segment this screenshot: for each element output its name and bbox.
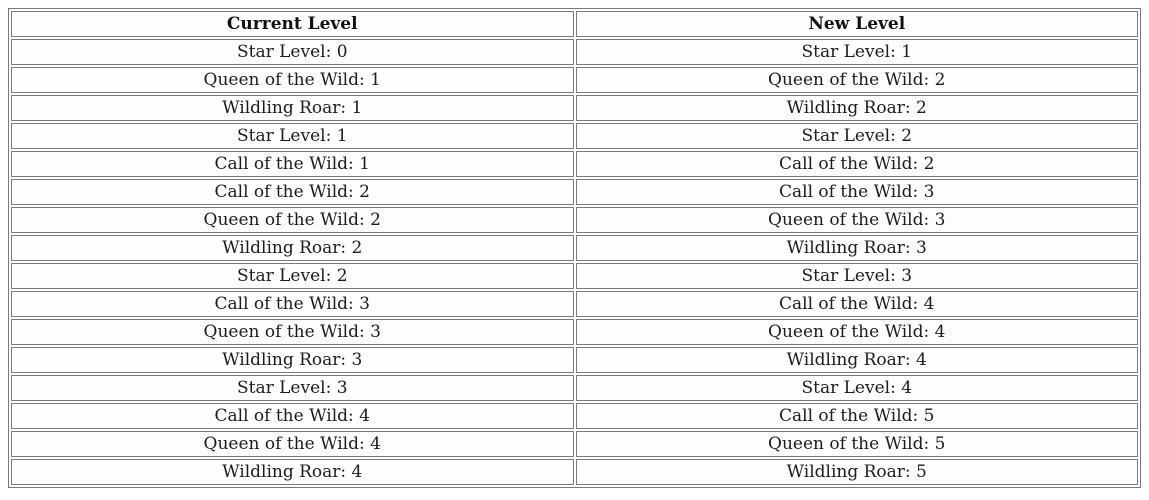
table-row: Star Level: 2 Star Level: 3 xyxy=(11,263,1138,289)
table-cell: Queen of the Wild: 2 xyxy=(575,67,1138,93)
table-cell: Wildling Roar: 4 xyxy=(575,347,1138,373)
table-row: Star Level: 3 Star Level: 4 xyxy=(11,375,1138,401)
table-row: Star Level: 0 Star Level: 1 xyxy=(11,39,1138,65)
table-cell: Star Level: 0 xyxy=(11,39,574,65)
table-cell: Queen of the Wild: 2 xyxy=(11,207,574,233)
table-row: Queen of the Wild: 3 Queen of the Wild: 4 xyxy=(11,319,1138,345)
table-body: Star Level: 0 Star Level: 1 Queen of the W… xyxy=(11,39,1138,485)
table-row: Wildling Roar: 1 Wildling Roar: 2 xyxy=(11,95,1138,121)
level-upgrade-table: Current Level New Level Star Level: 0 Sta… xyxy=(8,8,1141,488)
table-cell: Call of the Wild: 2 xyxy=(11,179,574,205)
table-cell: Wildling Roar: 5 xyxy=(575,459,1138,485)
table-cell: Queen of the Wild: 3 xyxy=(11,319,574,345)
table-row: Wildling Roar: 2 Wildling Roar: 3 xyxy=(11,235,1138,261)
table-cell: Star Level: 4 xyxy=(575,375,1138,401)
table-row: Queen of the Wild: 1 Queen of the Wild: 2 xyxy=(11,67,1138,93)
table-cell: Call of the Wild: 3 xyxy=(11,291,574,317)
table-header: Current Level New Level xyxy=(11,11,1138,37)
column-header-new-level: New Level xyxy=(575,11,1138,37)
table-cell: Queen of the Wild: 1 xyxy=(11,67,574,93)
header-row: Current Level New Level xyxy=(11,11,1138,37)
table-cell: Queen of the Wild: 4 xyxy=(11,431,574,457)
table-cell: Call of the Wild: 4 xyxy=(575,291,1138,317)
table-cell: Star Level: 3 xyxy=(11,375,574,401)
table-row: Call of the Wild: 2 Call of the Wild: 3 xyxy=(11,179,1138,205)
table-cell: Star Level: 1 xyxy=(575,39,1138,65)
table-cell: Star Level: 1 xyxy=(11,123,574,149)
table-cell: Wildling Roar: 2 xyxy=(11,235,574,261)
table-row: Call of the Wild: 4 Call of the Wild: 5 xyxy=(11,403,1138,429)
table-row: Call of the Wild: 3 Call of the Wild: 4 xyxy=(11,291,1138,317)
table-row: Wildling Roar: 3 Wildling Roar: 4 xyxy=(11,347,1138,373)
table-cell: Queen of the Wild: 4 xyxy=(575,319,1138,345)
table-row: Star Level: 1 Star Level: 2 xyxy=(11,123,1138,149)
table-cell: Call of the Wild: 4 xyxy=(11,403,574,429)
table-row: Wildling Roar: 4 Wildling Roar: 5 xyxy=(11,459,1138,485)
table-cell: Wildling Roar: 1 xyxy=(11,95,574,121)
table-cell: Call of the Wild: 1 xyxy=(11,151,574,177)
table-row: Call of the Wild: 1 Call of the Wild: 2 xyxy=(11,151,1138,177)
table-cell: Call of the Wild: 2 xyxy=(575,151,1138,177)
table-cell: Wildling Roar: 3 xyxy=(575,235,1138,261)
table-cell: Call of the Wild: 3 xyxy=(575,179,1138,205)
table-cell: Call of the Wild: 5 xyxy=(575,403,1138,429)
table-cell: Queen of the Wild: 3 xyxy=(575,207,1138,233)
table-cell: Wildling Roar: 2 xyxy=(575,95,1138,121)
table-cell: Star Level: 2 xyxy=(11,263,574,289)
table-cell: Star Level: 2 xyxy=(575,123,1138,149)
table-row: Queen of the Wild: 2 Queen of the Wild: 3 xyxy=(11,207,1138,233)
column-header-current-level: Current Level xyxy=(11,11,574,37)
table-row: Queen of the Wild: 4 Queen of the Wild: 5 xyxy=(11,431,1138,457)
table-cell: Wildling Roar: 4 xyxy=(11,459,574,485)
table-cell: Queen of the Wild: 5 xyxy=(575,431,1138,457)
table-cell: Star Level: 3 xyxy=(575,263,1138,289)
table-cell: Wildling Roar: 3 xyxy=(11,347,574,373)
